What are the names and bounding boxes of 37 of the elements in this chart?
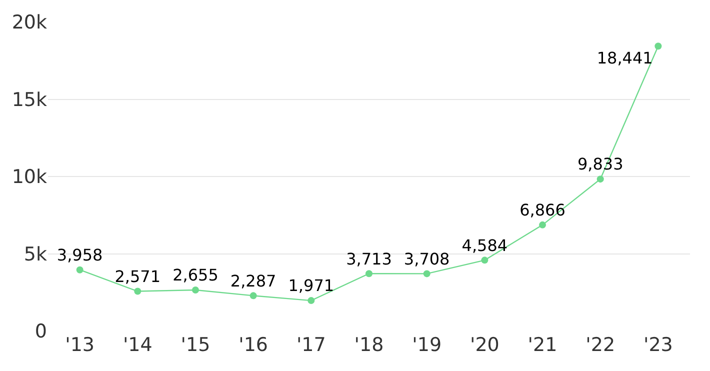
text: 6,866	[520, 200, 566, 220]
y-tick-label: 15k	[12, 88, 47, 111]
point	[596, 176, 604, 183]
point	[192, 286, 199, 294]
text: 2,287	[230, 271, 276, 290]
point	[366, 270, 372, 278]
x-tick-label: '23	[643, 334, 673, 356]
y-tick-label: 5k	[24, 243, 47, 266]
point	[76, 266, 84, 274]
text: 1,971	[288, 276, 334, 296]
text: 18,441	[596, 48, 653, 68]
text: 3,958	[56, 245, 103, 264]
x-tick-label: '20	[470, 334, 500, 356]
y-tick-label: 10k	[12, 166, 47, 188]
y-tick-label: 0	[34, 320, 47, 343]
x-tick-label: '17	[296, 334, 326, 356]
x-tick-label: '15	[180, 334, 210, 356]
text: 3,713	[346, 249, 392, 268]
point	[539, 221, 546, 228]
x-tick-label: '13	[65, 334, 95, 356]
x-tick-label: '22	[586, 334, 616, 356]
point	[423, 270, 430, 278]
point	[654, 42, 662, 50]
x-tick-label: '18	[354, 334, 384, 356]
text: 4,584	[462, 236, 508, 255]
text: 2,655	[172, 266, 218, 285]
point	[481, 256, 488, 264]
point	[250, 292, 257, 300]
text: 2,571	[114, 266, 161, 286]
point	[134, 288, 142, 295]
x-tick-label: '19	[412, 334, 442, 356]
x-tick-label: '14	[122, 334, 152, 356]
x-tick-label: '16	[238, 334, 268, 356]
point	[308, 297, 315, 304]
x-tick-label: '21	[528, 334, 558, 356]
text: 3,708	[404, 249, 450, 268]
y-tick-label: 20k	[12, 12, 47, 34]
